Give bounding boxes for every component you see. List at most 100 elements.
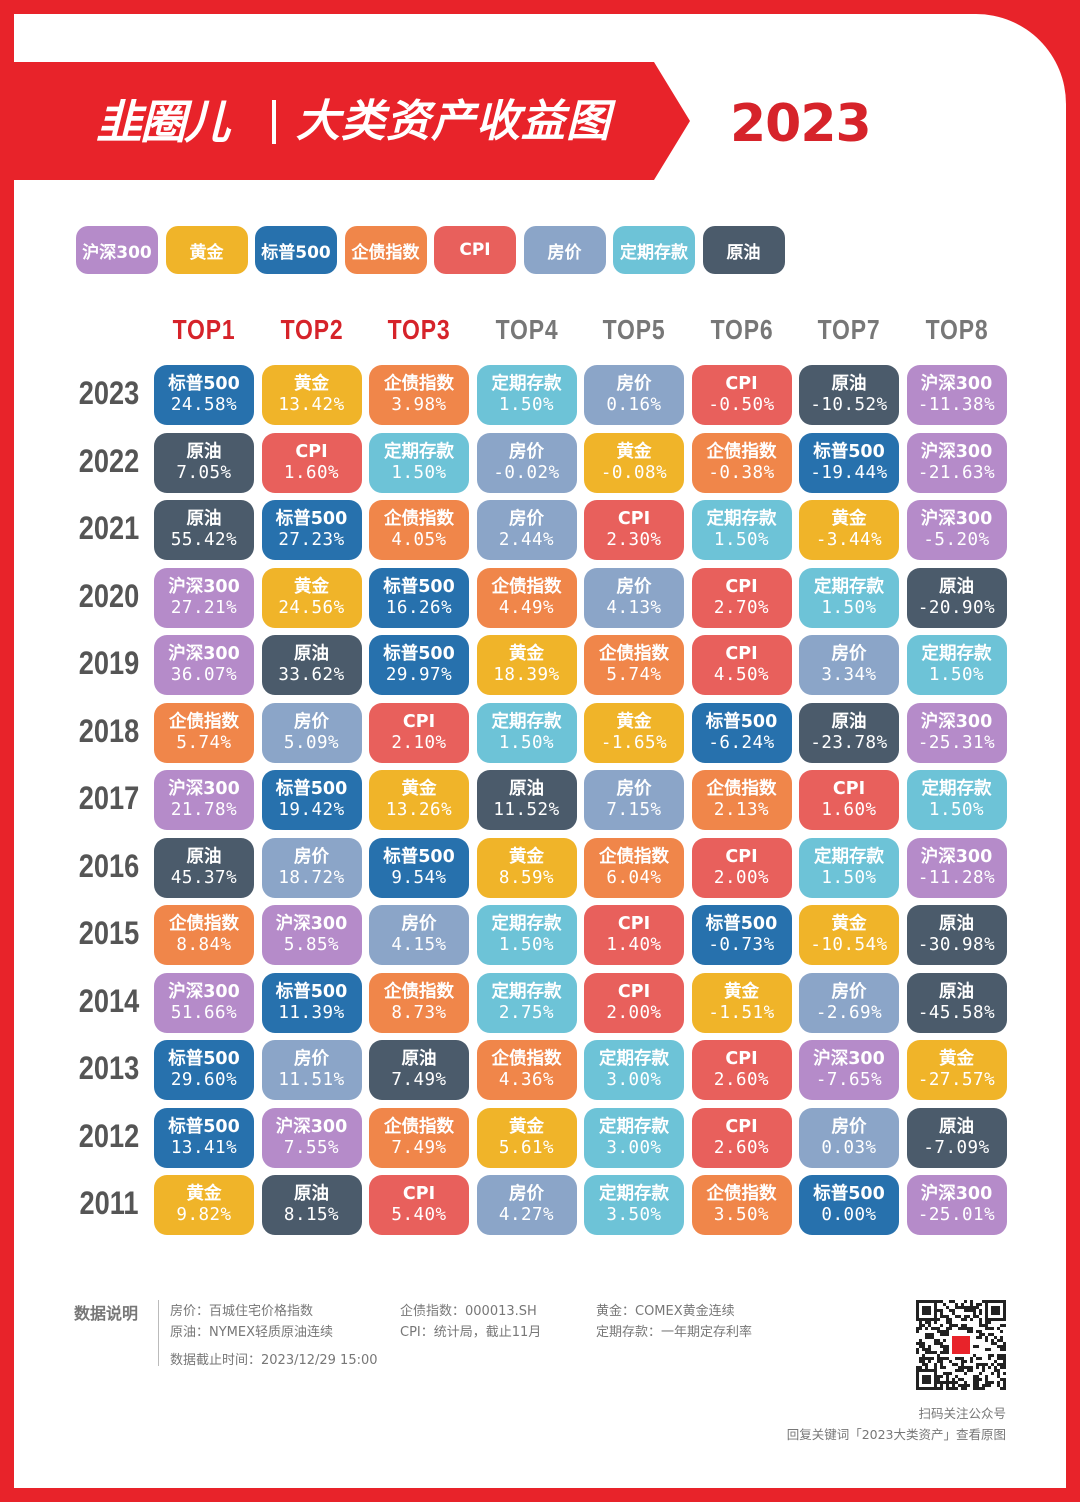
asset-cell: 原油 -7.09% — [906, 1107, 1007, 1168]
asset-name: 定期存款 — [706, 509, 777, 529]
asset-return: 5.85% — [283, 935, 340, 955]
asset-name: CPI — [617, 981, 651, 1002]
poster-card: 韭圈儿 大类资产收益图 2023 沪深300 黄金 标普500 企债指数 CPI 房价 定期… — [14, 14, 1066, 1488]
asset-name: CPI — [402, 1184, 436, 1204]
asset-cell: 原油 -20.90% — [906, 567, 1007, 628]
asset-cell: 标普500 19.42% — [261, 770, 362, 830]
asset-return: 29.60% — [170, 1070, 238, 1090]
asset-cell: CPI 5.40% — [369, 1175, 469, 1235]
year-label: 2021 — [78, 510, 140, 546]
asset-return: 27.21% — [170, 597, 238, 618]
asset-cell: 标普500 29.97% — [369, 635, 469, 695]
qr-code-icon[interactable] — [916, 1300, 1006, 1390]
asset-return: 4.13% — [606, 597, 662, 618]
asset-name: 房价 — [616, 374, 652, 394]
asset-cell: 原油 7.05% — [154, 432, 254, 493]
asset-return: 1.50% — [928, 800, 985, 820]
asset-return: 1.50% — [391, 462, 447, 483]
asset-cell: CPI -0.50% — [691, 365, 792, 425]
column-header: TOP5 — [602, 314, 666, 345]
asset-cell: 沪深300 -25.31% — [906, 702, 1007, 763]
asset-return: 29.97% — [385, 665, 453, 685]
note-oil: 原油：NYMEX轻质原油连续 — [170, 1325, 334, 1340]
asset-return: 11.39% — [278, 1002, 345, 1023]
asset-cell: 定期存款 1.50% — [369, 432, 469, 493]
asset-cell: 标普500 11.39% — [261, 972, 362, 1033]
column-header: TOP6 — [710, 314, 773, 345]
asset-return: 3.98% — [391, 395, 447, 415]
asset-name: CPI — [725, 1049, 758, 1069]
asset-cell: 沪深300 5.85% — [261, 905, 362, 965]
asset-name: 原油 — [186, 846, 222, 867]
asset-cell: 原油 33.62% — [261, 635, 362, 695]
asset-name: 定期存款 — [384, 441, 454, 462]
asset-return: 2.75% — [498, 1002, 555, 1023]
asset-return: 1.50% — [713, 530, 770, 550]
logo-divider — [272, 100, 276, 144]
asset-return: 1.60% — [821, 800, 877, 820]
asset-name: CPI — [402, 711, 436, 732]
reply-hint: 回复关键词「2023大类资产」查看原图 — [786, 1427, 1006, 1442]
asset-cell: 黄金 13.26% — [369, 770, 469, 830]
year-label: 2018 — [78, 712, 140, 749]
asset-return: 11.51% — [278, 1070, 345, 1090]
asset-cell: 沪深300 36.07% — [154, 635, 254, 695]
asset-return: 13.41% — [170, 1137, 238, 1158]
asset-return: 1.40% — [606, 935, 662, 955]
asset-cell: 定期存款 1.50% — [476, 365, 577, 425]
asset-return: 2.10% — [391, 732, 447, 753]
asset-cell: CPI 2.60% — [691, 1040, 792, 1100]
year-label: 2017 — [78, 780, 140, 816]
asset-name: 标普500 — [813, 441, 885, 462]
asset-cell: 标普500 27.23% — [261, 500, 362, 560]
asset-cell: CPI 1.60% — [261, 432, 362, 493]
asset-return: -1.65% — [600, 732, 668, 753]
asset-name: 企债指数 — [169, 914, 239, 934]
asset-name: 房价 — [831, 644, 867, 664]
asset-name: 标普500 — [383, 644, 455, 664]
asset-return: -0.50% — [708, 395, 775, 415]
column-header: TOP2 — [280, 314, 343, 345]
asset-name: 沪深300 — [168, 981, 240, 1002]
year-label: 2019 — [78, 645, 140, 681]
asset-cell: 企债指数 4.05% — [369, 500, 469, 560]
asset-cell: 企债指数 6.04% — [584, 837, 684, 898]
asset-name: 房价 — [616, 576, 652, 597]
asset-return: 45.37% — [170, 867, 238, 888]
asset-return: 2.60% — [713, 1070, 770, 1090]
asset-return: 36.07% — [170, 665, 238, 685]
asset-return: -11.38% — [917, 395, 996, 415]
asset-name: 原油 — [509, 779, 544, 799]
asset-return: 9.82% — [176, 1205, 232, 1225]
year-label: 2020 — [78, 577, 140, 614]
asset-return: 24.58% — [170, 395, 238, 415]
asset-return: -3.44% — [815, 530, 883, 550]
asset-name: 黄金 — [186, 1184, 222, 1204]
legend-item: 标普500 — [255, 226, 337, 274]
asset-name: 沪深300 — [275, 914, 348, 934]
asset-name: 企债指数 — [169, 711, 239, 732]
asset-cell: 企债指数 5.74% — [154, 702, 254, 763]
asset-return: 5.74% — [176, 732, 232, 753]
asset-return: -45.58% — [917, 1002, 996, 1023]
asset-name: 标普500 — [705, 914, 778, 934]
year-label: 2023 — [78, 375, 140, 411]
asset-return: 55.42% — [170, 530, 238, 550]
asset-cell: 原油 7.49% — [369, 1040, 469, 1100]
column-header: TOP7 — [817, 314, 881, 345]
asset-name: CPI — [725, 644, 758, 664]
asset-return: 0.03% — [821, 1137, 877, 1158]
asset-cell: 企债指数 4.36% — [476, 1040, 577, 1100]
asset-name: 企债指数 — [491, 1049, 562, 1069]
asset-return: 51.66% — [170, 1002, 238, 1023]
asset-cell: 标普500 0.00% — [799, 1175, 899, 1235]
asset-name: 房价 — [509, 441, 544, 462]
asset-cell: 黄金 -3.44% — [799, 500, 899, 560]
asset-return: 8.59% — [498, 867, 555, 888]
note-cutoff: 数据截止时间：2023/12/29 15:00 — [170, 1353, 378, 1368]
asset-cell: 房价 3.34% — [799, 635, 899, 695]
year-label: 2011 — [79, 1185, 139, 1221]
asset-return: 2.60% — [713, 1137, 770, 1158]
asset-cell: 黄金 -10.54% — [799, 905, 899, 965]
asset-return: 2.44% — [498, 530, 555, 550]
